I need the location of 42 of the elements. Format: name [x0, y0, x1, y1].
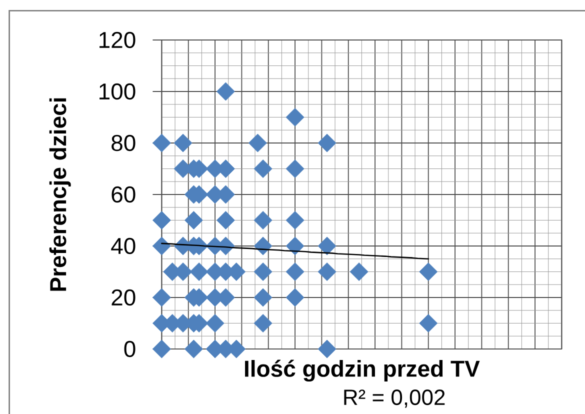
point: [254, 236, 272, 256]
point: [286, 210, 304, 230]
point: [216, 210, 235, 230]
point: [254, 314, 272, 332]
point: [248, 134, 267, 152]
point: [350, 262, 368, 281]
point: [174, 134, 192, 152]
point: [318, 262, 336, 281]
point: [152, 236, 171, 256]
point: [318, 134, 336, 152]
point: [318, 236, 336, 256]
point: [286, 159, 304, 178]
y-tick-label: 120: [100, 32, 136, 48]
y-tick-label: 100: [100, 83, 136, 100]
y-tick-label: 80: [112, 134, 136, 152]
point: [152, 134, 171, 152]
point: [254, 262, 272, 281]
point: [206, 314, 224, 332]
point: [152, 288, 171, 307]
y-tick-label: 20: [112, 289, 136, 306]
point: [419, 314, 438, 332]
point: [254, 210, 272, 230]
y-axis-title: Preferencje dzieci: [49, 98, 71, 291]
y-tick-label: 40: [111, 238, 136, 254]
point: [254, 288, 272, 307]
point: [419, 262, 438, 281]
y-tick-label: 60: [112, 186, 136, 203]
point: [286, 288, 304, 307]
point: [190, 262, 208, 281]
text: R² = 0,002: [344, 390, 445, 408]
point: [152, 340, 171, 358]
point: [286, 262, 304, 281]
point: [184, 340, 203, 358]
x-axis-title: Ilość godzin przed TV: [245, 360, 480, 382]
y-tick-label: 0: [124, 340, 136, 358]
point: [152, 210, 171, 230]
point: [286, 236, 304, 256]
point: [216, 82, 235, 101]
point: [254, 159, 272, 178]
point: [184, 210, 203, 230]
point: [318, 340, 336, 358]
point: [286, 108, 304, 126]
